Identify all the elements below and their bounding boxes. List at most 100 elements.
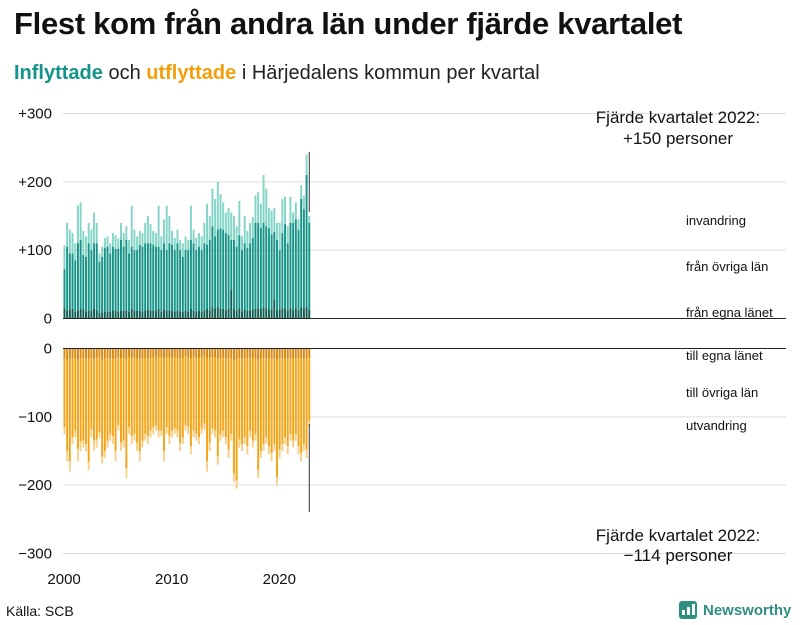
bar-inflow-abroad	[133, 229, 136, 251]
y-tick-label: −200	[18, 477, 52, 494]
bar-inflow-other	[232, 239, 235, 309]
bar-outflow-local	[85, 348, 87, 359]
bar-outflow-other	[71, 358, 74, 438]
bar-outflow-local	[211, 348, 214, 358]
bar-outflow-other	[187, 357, 190, 428]
bar-outflow-abroad	[294, 433, 297, 441]
bar-outflow-local	[179, 348, 182, 359]
bar-inflow-local	[222, 308, 225, 319]
bar-outflow-local	[192, 348, 195, 358]
bar-inflow-other	[74, 260, 77, 312]
bar-inflow-local	[68, 309, 71, 319]
bar-inflow-abroad	[278, 222, 281, 251]
subtitle-inflow-word: Inflyttade	[14, 62, 103, 84]
bar-inflow-abroad	[63, 245, 66, 270]
bar-outflow-abroad	[219, 433, 222, 441]
bar-outflow-local	[294, 348, 297, 358]
bar-outflow-other	[106, 358, 109, 441]
bar-inflow-other	[300, 198, 303, 308]
bar-outflow-abroad	[106, 440, 109, 448]
bar-outflow-abroad	[85, 444, 87, 451]
bar-inflow-other	[273, 231, 276, 300]
bar-inflow-local	[173, 311, 176, 319]
bar-outflow-other	[152, 357, 155, 428]
bar-inflow-other	[63, 269, 66, 309]
bar-outflow-abroad	[171, 430, 174, 438]
bar-outflow-other	[289, 358, 292, 434]
bar-inflow-abroad	[90, 229, 93, 251]
bar-inflow-abroad	[157, 205, 160, 247]
bar-outflow-abroad	[292, 440, 295, 448]
bar-inflow-local	[189, 308, 192, 319]
bar-inflow-abroad	[154, 233, 157, 247]
bar-inflow-abroad	[273, 207, 276, 232]
bar-inflow-local	[300, 307, 303, 319]
bar-outflow-other	[160, 357, 163, 431]
annotation-bottom-line2: −114 personer	[624, 546, 733, 565]
bar-outflow-other	[136, 358, 139, 443]
bar-outflow-abroad	[138, 450, 141, 462]
bar-inflow-other	[79, 239, 82, 309]
bar-outflow-other	[276, 359, 278, 477]
bar-outflow-local	[241, 348, 243, 359]
bar-inflow-abroad	[114, 235, 117, 249]
bar-inflow-other	[82, 254, 85, 310]
bar-outflow-abroad	[130, 435, 133, 445]
bar-outflow-other	[235, 359, 238, 481]
bar-outflow-other	[270, 358, 273, 454]
bar-inflow-other	[128, 253, 131, 312]
bar-outflow-abroad	[289, 433, 292, 441]
bar-outflow-other	[246, 358, 249, 447]
bar-inflow-local	[206, 308, 209, 319]
bar-inflow-local	[273, 299, 276, 319]
bar-inflow-abroad	[227, 207, 230, 236]
bar-inflow-abroad	[297, 219, 300, 230]
bar-outflow-local	[262, 348, 265, 359]
bar-outflow-local	[257, 348, 260, 360]
bar-inflow-local	[241, 311, 243, 319]
bar-inflow-other	[214, 236, 217, 309]
bar-outflow-local	[103, 348, 106, 359]
bar-inflow-other	[235, 246, 238, 311]
bar-outflow-abroad	[227, 449, 230, 458]
bar-inflow-local	[114, 310, 117, 319]
bar-outflow-local	[184, 348, 187, 357]
y-tick-label: −100	[18, 409, 52, 426]
bar-inflow-other	[138, 244, 141, 311]
bar-outflow-other	[297, 358, 300, 447]
bar-inflow-other	[216, 229, 219, 308]
bar-inflow-other	[101, 257, 104, 313]
bar-outflow-abroad	[241, 444, 243, 451]
bar-inflow-other	[189, 239, 192, 309]
bar-outflow-local	[195, 348, 198, 359]
bar-inflow-local	[192, 310, 195, 319]
bar-inflow-local	[106, 311, 109, 319]
bar-inflow-other	[179, 250, 182, 312]
bar-outflow-local	[198, 348, 200, 359]
bar-outflow-local	[208, 348, 211, 359]
bar-inflow-abroad	[241, 236, 243, 251]
bar-outflow-local	[141, 348, 144, 359]
bar-outflow-local	[235, 348, 238, 360]
chart-title: Flest kom från andra län under fjärde kv…	[14, 6, 683, 41]
bar-outflow-other	[222, 357, 225, 431]
bar-inflow-local	[257, 308, 260, 319]
bar-inflow-other	[144, 243, 147, 311]
bar-inflow-local	[259, 308, 262, 319]
bar-outflow-local	[305, 348, 308, 359]
bar-inflow-local	[141, 311, 144, 319]
bar-inflow-abroad	[163, 219, 165, 244]
bar-outflow-local	[259, 348, 262, 359]
bar-inflow-abroad	[257, 192, 260, 223]
bar-inflow-abroad	[243, 216, 246, 244]
bar-outflow-local	[219, 348, 222, 359]
bar-inflow-local	[66, 310, 69, 319]
bar-inflow-abroad	[187, 239, 190, 251]
bar-inflow-local	[224, 310, 227, 319]
bar-outflow-other	[130, 358, 133, 436]
bar-inflow-local	[308, 309, 311, 319]
bar-inflow-abroad	[71, 233, 74, 254]
bar-inflow-local	[243, 309, 246, 319]
bar-outflow-other	[90, 358, 93, 430]
